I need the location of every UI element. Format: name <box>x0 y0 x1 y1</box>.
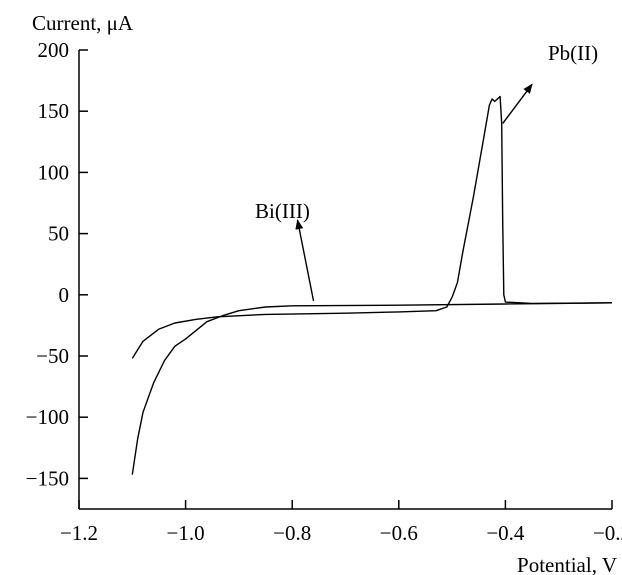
series-line-2 <box>131 95 613 359</box>
x-tick-label: −1.0 <box>167 521 205 545</box>
x-tick-label: −0.4 <box>486 521 525 545</box>
x-axis-title: Potential, V <box>517 553 617 575</box>
y-ticks: 200 150 100 50 0 −50 −100 −150 <box>26 38 88 490</box>
series-line-1 <box>131 302 613 475</box>
y-tick-label: 100 <box>38 160 70 184</box>
bi-arrow <box>295 219 315 302</box>
x-ticks: −1.2 −1.0 −0.8 −0.6 −0.4 −0.2 <box>60 500 622 545</box>
x-tick-label: −0.8 <box>273 521 311 545</box>
y-tick-label: 200 <box>38 38 70 62</box>
annotations: Bi(III) Pb(II) <box>255 41 598 302</box>
x-tick-label: −1.2 <box>60 521 98 545</box>
pb-label: Pb(II) <box>548 41 598 65</box>
pb-arrow <box>502 83 533 124</box>
series-layer <box>131 95 613 475</box>
y-tick-label: −100 <box>26 405 69 429</box>
y-tick-label: 0 <box>59 283 70 307</box>
y-tick-label: −50 <box>36 344 69 368</box>
y-tick-label: 50 <box>48 222 69 246</box>
y-axis-title: Current, μA <box>32 11 134 35</box>
x-tick-label: −0.2 <box>593 521 622 545</box>
y-tick-label: −150 <box>26 466 69 490</box>
x-tick-label: −0.6 <box>380 521 418 545</box>
bi-label: Bi(III) <box>255 199 310 223</box>
y-tick-label: 150 <box>38 99 70 123</box>
